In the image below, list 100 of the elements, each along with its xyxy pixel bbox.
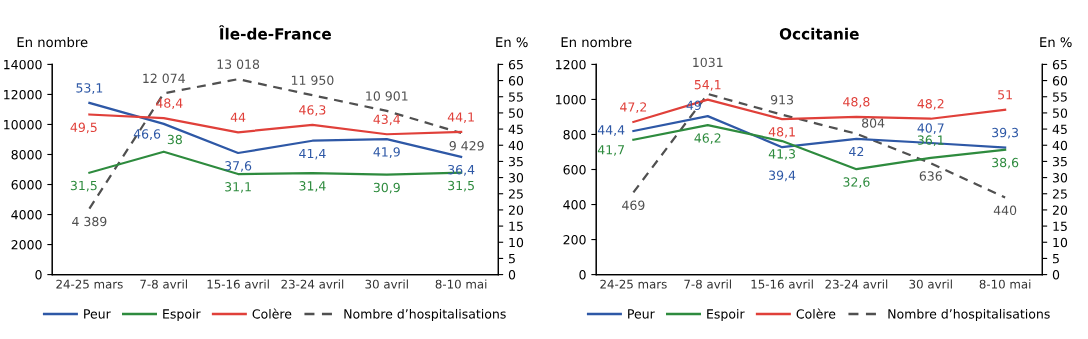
y-tick-label: 4000 (11, 210, 42, 220)
data-label: 636 (919, 171, 942, 181)
data-label: 38,6 (992, 157, 1019, 169)
legend-label: Colère (796, 308, 836, 319)
y2-tick-label: 30 (508, 173, 524, 183)
data-label: 12 074 (143, 73, 185, 84)
legend-label: Peur (628, 309, 655, 319)
data-label: 31,5 (70, 180, 97, 192)
data-label: 804 (862, 118, 885, 128)
data-label: 44,1 (447, 112, 474, 123)
y2-axis-title: En % (1040, 37, 1072, 48)
y2-tick-label: 40 (1052, 140, 1068, 151)
x-tick-label: 8-10 mai (979, 279, 1031, 289)
y2-tick-label: 10 (509, 237, 524, 248)
y2-tick-label: 60 (508, 76, 524, 86)
y2-tick-label: 55 (508, 92, 523, 102)
chart-title: Île-de-France (218, 25, 331, 40)
x-tick-label: 24-25 mars (600, 279, 667, 289)
x-tick-label: 15-16 avril (751, 279, 813, 289)
y-tick-label: 2000 (11, 240, 42, 250)
data-label: 32,6 (843, 177, 870, 188)
y2-tick-label: 45 (508, 124, 523, 135)
data-label: 913 (770, 94, 794, 105)
legend-label: Nombre d’hospitalisations (888, 308, 1050, 322)
data-label: 30,9 (373, 182, 400, 194)
y2-tick-label: 50 (508, 108, 524, 118)
data-label: 10 901 (366, 91, 408, 101)
data-label: 31,1 (225, 182, 251, 193)
y2-tick-label: 0 (508, 270, 516, 280)
legend-label: Espoir (707, 308, 745, 322)
data-label: 440 (993, 205, 1017, 216)
data-label: 38 (167, 134, 182, 145)
y2-tick-label: 35 (1052, 156, 1067, 167)
data-label: 48,1 (768, 127, 795, 138)
data-label: 11 950 (291, 75, 334, 85)
y2-tick-label: 50 (1052, 108, 1068, 118)
y2-tick-label: 60 (1052, 76, 1068, 86)
y2-tick-label: 5 (508, 254, 515, 264)
y2-tick-label: 0 (1052, 270, 1060, 280)
data-label: 49,5 (70, 122, 97, 134)
data-label: 41,4 (299, 148, 326, 160)
data-label: 13 018 (217, 59, 260, 69)
y-tick-label: 14000 (4, 59, 42, 70)
data-label: 51 (998, 90, 1012, 100)
data-label: 31,4 (299, 181, 326, 192)
data-label: 44,4 (597, 125, 625, 136)
data-label: 46,2 (694, 133, 721, 144)
y-tick-label: 400 (563, 200, 586, 210)
data-label: 48,8 (843, 97, 870, 108)
y-tick-label: 6000 (11, 179, 42, 190)
x-tick-label: 23-24 avril (825, 279, 888, 289)
data-label: 41,3 (768, 149, 795, 160)
data-label: 46,6 (133, 129, 161, 140)
x-tick-label: 23-24 avril (281, 279, 344, 289)
data-label: 36,4 (448, 164, 475, 176)
data-label: 43,4 (373, 114, 400, 126)
y2-tick-label: 10 (1053, 237, 1068, 248)
legend-label: Espoir (163, 308, 201, 322)
legend-label: Colère (252, 308, 292, 319)
y-tick-label: 600 (563, 164, 586, 175)
y-tick-label: 8000 (11, 149, 42, 160)
x-tick-label: 7-8 avril (684, 279, 731, 289)
y2-tick-label: 5 (1052, 254, 1059, 264)
legend-label: Peur (84, 309, 111, 319)
y2-tick-label: 20 (1052, 205, 1068, 215)
y-tick-label: 1000 (556, 94, 586, 105)
legend-label: Nombre d’hospitalisations (344, 308, 506, 322)
data-label: 31,5 (448, 180, 474, 192)
data-label: 39,3 (992, 127, 1019, 139)
y-tick-label: 200 (563, 235, 586, 245)
y2-tick-label: 65 (1052, 59, 1067, 70)
y-tick-label: 800 (563, 129, 586, 140)
y2-tick-label: 35 (508, 156, 523, 167)
data-label: 46,3 (299, 105, 326, 116)
y2-tick-label: 15 (509, 221, 523, 232)
y2-tick-label: 65 (508, 59, 523, 70)
data-label: 54,1 (694, 80, 721, 91)
data-label: 42 (849, 146, 864, 157)
data-label: 44 (230, 112, 246, 122)
data-label: 4 389 (72, 216, 107, 227)
data-label: 9 429 (449, 141, 484, 151)
x-tick-label: 8-10 mai (435, 279, 487, 289)
y-axis-title: En nombre (561, 36, 632, 48)
x-tick-label: 24-25 mars (56, 279, 123, 289)
y2-tick-label: 25 (1052, 189, 1067, 199)
y-tick-label: 0 (579, 270, 586, 280)
y2-tick-label: 40 (508, 140, 524, 151)
data-label: 39,4 (769, 170, 796, 182)
chart-title: Occitanie (779, 27, 859, 40)
y2-tick-label: 20 (508, 205, 524, 215)
data-label: 48,4 (155, 98, 183, 110)
y2-tick-label: 45 (1052, 124, 1067, 135)
y-tick-label: 12000 (4, 89, 42, 100)
data-label: 41,7 (597, 145, 625, 156)
y-tick-label: 1200 (556, 59, 586, 70)
y-tick-label: 0 (35, 270, 42, 280)
data-label: 47,2 (620, 102, 647, 113)
data-label: 37,6 (225, 161, 252, 172)
data-label: 53,1 (76, 83, 103, 94)
data-label: 469 (622, 200, 645, 210)
